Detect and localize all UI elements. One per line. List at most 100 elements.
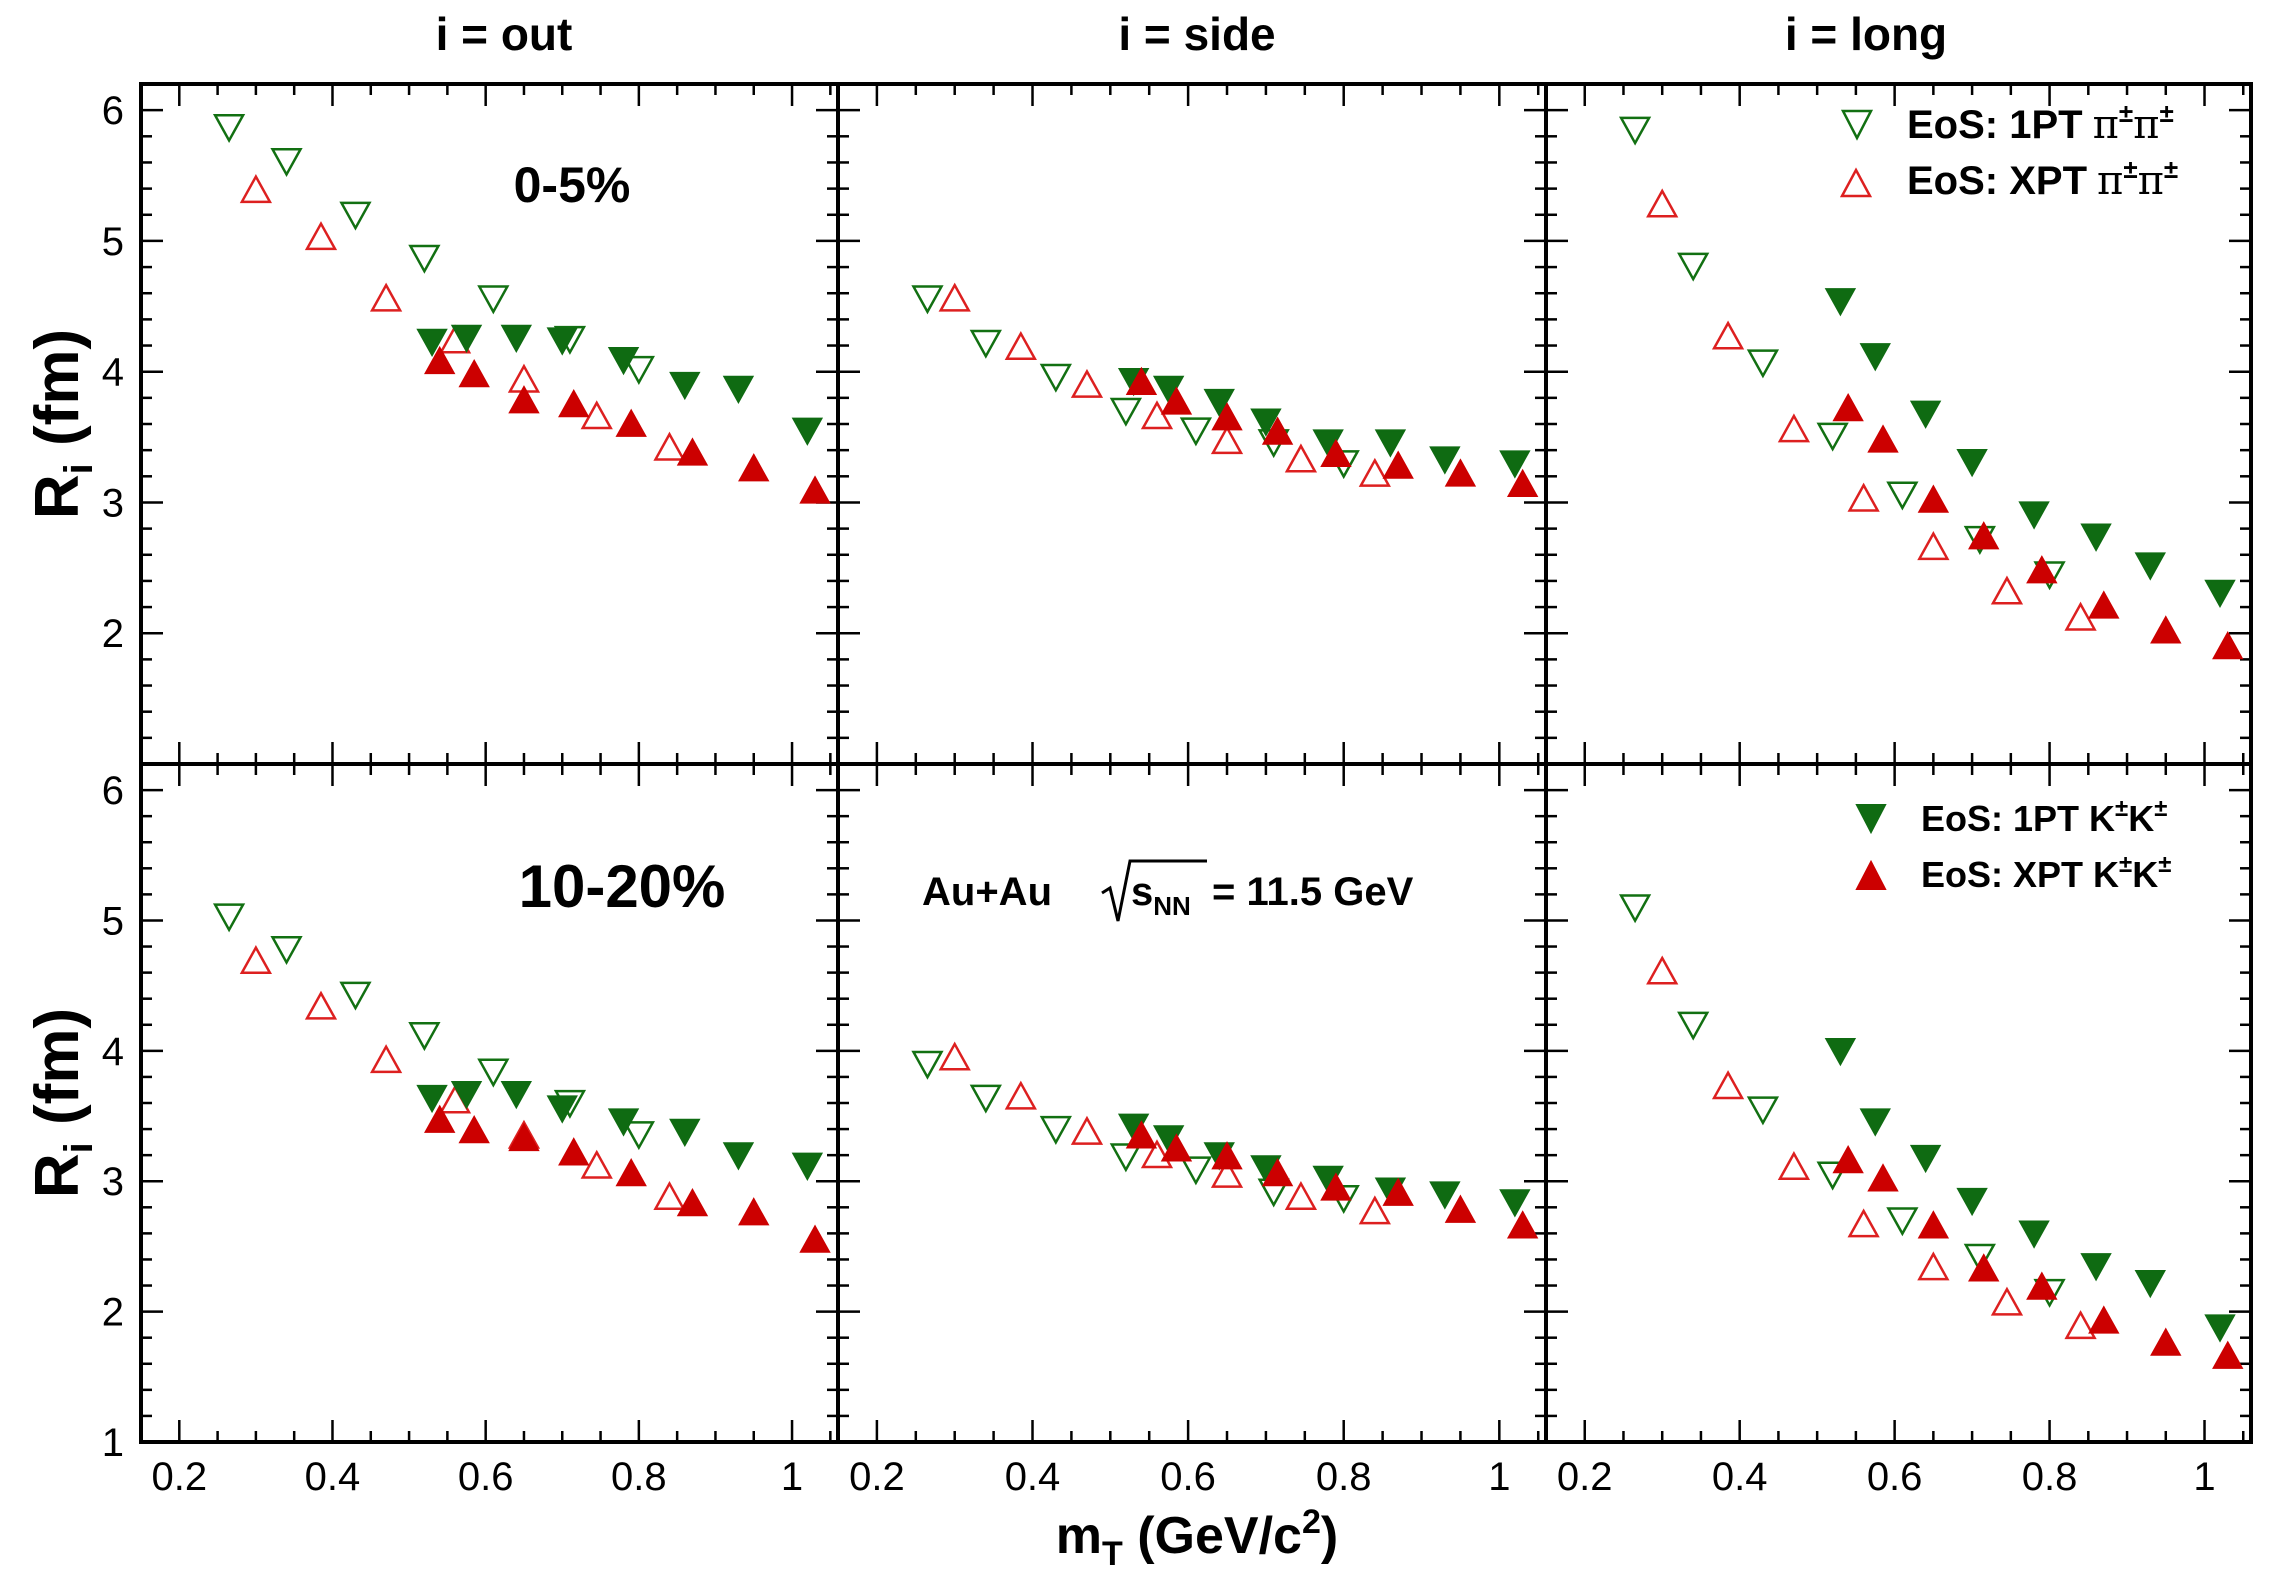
x-tick-label: 1: [1488, 1455, 1510, 1499]
y-axis-label-sub: i: [57, 1142, 101, 1153]
point-kaon_1pt: [1859, 343, 1891, 372]
legend-label-kaon-xpt-text: EoS: XPT: [1921, 854, 2083, 895]
point-pion_xpt: [1284, 1181, 1318, 1211]
x-tick-label: 0.2: [849, 1455, 905, 1499]
x-tick-label: 1: [2193, 1455, 2215, 1499]
legend-label-kaon-xpt: EoS: XPT K±K±: [1921, 851, 2171, 895]
point-pion_1pt: [1039, 363, 1072, 393]
y-axis-label-sub: i: [57, 463, 101, 474]
point-pion_xpt: [369, 1044, 403, 1074]
point-pion_xpt: [580, 1149, 613, 1179]
y-tick-label: 2: [102, 1291, 124, 1335]
legend-kaon-1pt-pm-2: ±: [2154, 795, 2167, 822]
legend-marker-pion-1pt: [1840, 109, 1874, 141]
tick-labels: 2 3 4 5 6 1 2 3 4 5 6 0.2 0.4 0.6 0.8 1 0.2 0.4 0.6 0.8 1 0.2…: [102, 89, 2216, 1499]
point-pion_1pt: [1677, 252, 1710, 282]
legend-marker-pion-xpt: [1839, 167, 1873, 198]
y-tick-label: 3: [102, 481, 124, 525]
column-title-side: i = side: [1118, 8, 1275, 60]
point-kaon_xpt: [1211, 402, 1243, 431]
point-kaon_1pt: [669, 1118, 701, 1148]
point-kaon_xpt: [1211, 1141, 1243, 1170]
point-kaon_xpt: [1382, 450, 1414, 479]
point-pion_xpt: [1646, 188, 1679, 218]
point-kaon_xpt: [1125, 1120, 1158, 1149]
point-kaon_1pt: [1374, 429, 1407, 458]
legend-pion-1pt-pm-1: ±: [2119, 98, 2133, 128]
y-tick-label: 4: [102, 351, 124, 395]
legend-label-kaon-1pt-text: EoS: 1PT: [1921, 798, 2079, 839]
point-kaon_xpt: [558, 389, 590, 418]
y-tick-label: 4: [102, 1030, 124, 1074]
row-label-0-5: 0-5%: [514, 157, 631, 213]
point-pion_1pt: [1816, 422, 1849, 452]
point-pion_1pt: [911, 285, 944, 315]
point-pion_xpt: [1284, 443, 1318, 473]
point-pion_xpt: [1646, 955, 1679, 985]
point-pion_1pt: [1886, 1207, 1919, 1237]
x-axis-label: mT (GeV/c2): [1056, 1503, 1338, 1573]
x-tick-label: 0.4: [305, 1455, 361, 1499]
x-tick-label: 1: [781, 1455, 803, 1499]
legend-pion-xpt-pi-1: π: [2097, 158, 2123, 204]
point-kaon_xpt: [1444, 458, 1477, 487]
legend-pion-xpt-pm-2: ±: [2164, 154, 2178, 184]
point-kaon_xpt: [1261, 1158, 1294, 1187]
point-pion_1pt: [1746, 1096, 1780, 1126]
point-pion_1pt: [477, 285, 510, 315]
legend-label-kaon-1pt: EoS: 1PT K±K±: [1921, 795, 2167, 839]
point-pion_xpt: [1711, 320, 1745, 350]
point-pion_xpt: [1140, 400, 1174, 430]
point-pion_xpt: [938, 1041, 971, 1071]
y-axis-label-unit: (fm): [23, 1008, 92, 1142]
point-pion_1pt: [212, 903, 246, 933]
point-pion_xpt: [1210, 1158, 1244, 1188]
point-kaon_1pt: [1824, 1037, 1857, 1067]
x-tick-label: 0.6: [1160, 1455, 1216, 1499]
row-label-10-20: 10-20%: [519, 853, 726, 920]
point-pion_xpt: [1140, 1139, 1174, 1169]
point-pion_1pt: [1109, 1143, 1142, 1173]
point-kaon_1pt: [722, 1142, 755, 1171]
point-pion_xpt: [1711, 1070, 1745, 1100]
point-kaon_xpt: [676, 1188, 709, 1217]
y-tick-label: 5: [102, 899, 124, 943]
system-label-sqrt-var: s: [1131, 870, 1153, 914]
x-tick-label: 0.8: [2022, 1455, 2078, 1499]
y-tick-label: 3: [102, 1160, 124, 1204]
point-kaon_xpt: [2150, 1327, 2182, 1356]
point-kaon_1pt: [1203, 388, 1235, 418]
x-axis-label-main: m: [1056, 1507, 1102, 1565]
x-axis-label-close: ): [1321, 1507, 1338, 1565]
point-pion_1pt: [339, 201, 372, 231]
panel-frame-top-side: [836, 82, 1548, 766]
point-kaon_1pt: [500, 1080, 533, 1110]
point-kaon_xpt: [2150, 615, 2182, 644]
legend-label-pion-1pt: EoS: 1PT π±π±: [1907, 98, 2174, 148]
point-kaon_xpt: [1917, 1210, 1950, 1239]
legend-kaon-1pt-k-2: K: [2128, 798, 2154, 839]
point-kaon_1pt: [1429, 446, 1461, 475]
point-kaon_1pt: [450, 1080, 483, 1110]
point-pion_1pt: [1109, 397, 1142, 427]
point-kaon_xpt: [799, 1224, 831, 1253]
point-kaon_xpt: [2088, 1305, 2120, 1334]
point-kaon_1pt: [1250, 408, 1282, 437]
point-kaon_1pt: [1499, 1189, 1531, 1218]
point-pion_xpt: [1847, 482, 1880, 512]
point-kaon_xpt: [1968, 1253, 2000, 1282]
legend-pion: EoS: 1PT π±π± EoS: XPT π±π±: [1839, 98, 2178, 204]
point-pion_xpt: [1990, 1286, 2024, 1316]
point-pion_xpt: [1358, 1195, 1391, 1225]
point-pion_xpt: [580, 400, 613, 430]
point-pion_1pt: [270, 935, 303, 966]
x-tick-label: 0.6: [458, 1455, 514, 1499]
sqrt-sign: [1101, 859, 1207, 922]
point-kaon_xpt: [1160, 386, 1193, 415]
point-pion_xpt: [1070, 368, 1104, 398]
panel-frame-bottom-side: [836, 762, 1548, 1444]
point-pion_1pt: [1179, 1156, 1213, 1186]
x-axis-label-unit: (GeV/c: [1123, 1507, 1302, 1565]
point-kaon_xpt: [508, 385, 540, 414]
point-pion_xpt: [2064, 601, 2097, 631]
